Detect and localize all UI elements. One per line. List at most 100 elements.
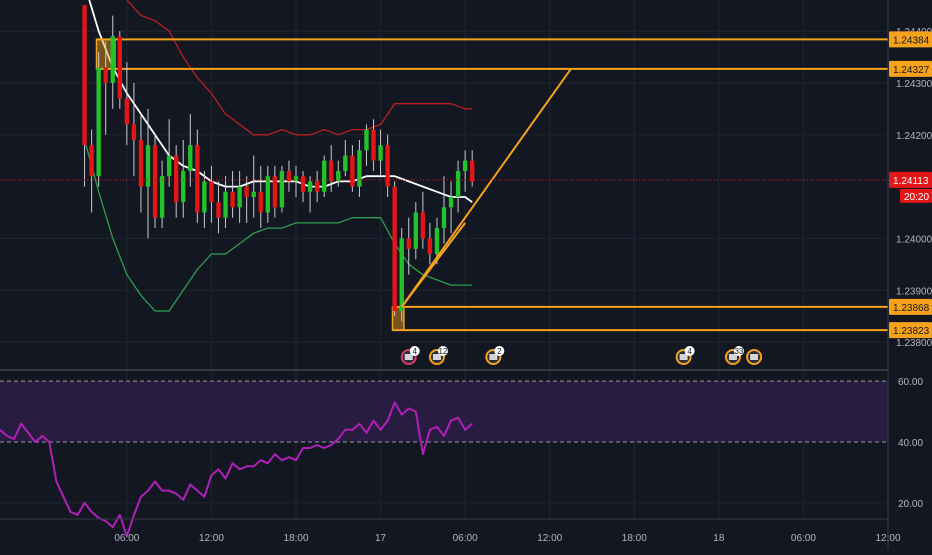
- candle[interactable]: [230, 171, 235, 218]
- candle[interactable]: [413, 202, 418, 260]
- candle-body[interactable]: [286, 171, 292, 182]
- candle[interactable]: [470, 150, 475, 187]
- candle[interactable]: [152, 134, 158, 229]
- candle-body[interactable]: [448, 196, 454, 208]
- candle[interactable]: [420, 191, 426, 249]
- event-marker[interactable]: 4: [400, 346, 420, 365]
- candle-body[interactable]: [364, 129, 369, 151]
- candle[interactable]: [195, 129, 200, 223]
- candle[interactable]: [329, 145, 334, 192]
- candle-body[interactable]: [174, 155, 179, 203]
- candle-body[interactable]: [371, 129, 376, 161]
- candle[interactable]: [286, 160, 292, 192]
- candle-body[interactable]: [251, 191, 256, 197]
- candle[interactable]: [244, 176, 249, 223]
- candle-body[interactable]: [357, 150, 362, 187]
- rsi-line[interactable]: [0, 401, 473, 538]
- candle-body[interactable]: [209, 181, 214, 203]
- candle-body[interactable]: [336, 171, 341, 182]
- price-label[interactable]: 1.24327: [889, 60, 932, 77]
- candle[interactable]: [350, 145, 355, 192]
- candle[interactable]: [110, 15, 115, 109]
- candle[interactable]: [399, 228, 404, 322]
- candle-body[interactable]: [131, 124, 137, 140]
- candle-body[interactable]: [434, 228, 440, 254]
- candle-body[interactable]: [103, 67, 108, 83]
- candle[interactable]: [174, 145, 179, 218]
- candle-body[interactable]: [455, 171, 461, 197]
- candle[interactable]: [300, 171, 306, 203]
- candle-body[interactable]: [188, 145, 193, 172]
- candle[interactable]: [448, 181, 454, 234]
- candle[interactable]: [82, 5, 87, 187]
- trendline[interactable]: [400, 68, 572, 308]
- candle[interactable]: [293, 165, 299, 197]
- candle-body[interactable]: [406, 238, 411, 249]
- candle-body[interactable]: [223, 191, 228, 218]
- candle[interactable]: [371, 119, 376, 172]
- candlestick-series[interactable]: [82, 5, 475, 322]
- candle[interactable]: [364, 124, 369, 166]
- candle[interactable]: [307, 176, 313, 213]
- candle[interactable]: [265, 165, 270, 223]
- candle-body[interactable]: [279, 171, 285, 208]
- candle[interactable]: [378, 129, 383, 177]
- candle-body[interactable]: [329, 160, 334, 182]
- candle[interactable]: [427, 222, 433, 265]
- event-marker[interactable]: 2: [485, 346, 505, 365]
- candle-body[interactable]: [350, 155, 355, 187]
- candle-body[interactable]: [159, 176, 165, 218]
- candle-body[interactable]: [166, 155, 172, 177]
- candle-body[interactable]: [413, 212, 418, 249]
- candle[interactable]: [406, 217, 411, 275]
- candle[interactable]: [336, 160, 341, 187]
- time-axis[interactable]: 06:00 12:00 18:00 17 06:00 12:00 18:00 18 06:00 1…: [114, 533, 901, 544]
- candle[interactable]: [124, 62, 130, 146]
- candle-body[interactable]: [195, 145, 200, 213]
- candle-body[interactable]: [385, 145, 390, 187]
- candle[interactable]: [251, 155, 256, 218]
- candle[interactable]: [314, 171, 320, 203]
- candle[interactable]: [343, 139, 348, 177]
- candle[interactable]: [103, 41, 108, 135]
- candle-body[interactable]: [96, 67, 101, 177]
- candle-body[interactable]: [314, 181, 320, 192]
- candle[interactable]: [145, 108, 151, 239]
- candle[interactable]: [258, 165, 263, 229]
- candle[interactable]: [131, 82, 137, 177]
- candle-body[interactable]: [272, 176, 278, 208]
- candle-body[interactable]: [470, 160, 475, 182]
- event-marker[interactable]: [746, 349, 763, 365]
- candle[interactable]: [166, 119, 172, 187]
- candle-body[interactable]: [307, 181, 313, 192]
- price-axis[interactable]: 1.244001.243001.242001.240001.239001.238…: [889, 0, 932, 550]
- candle-body[interactable]: [145, 145, 151, 187]
- candle[interactable]: [322, 155, 327, 197]
- candle[interactable]: [279, 165, 285, 213]
- candle-body[interactable]: [138, 139, 144, 187]
- candle-body[interactable]: [152, 145, 158, 218]
- candle-body[interactable]: [244, 186, 249, 197]
- candle[interactable]: [462, 150, 468, 192]
- candle[interactable]: [272, 165, 278, 218]
- candle-body[interactable]: [392, 186, 397, 311]
- trendline[interactable]: [400, 222, 466, 308]
- candle[interactable]: [117, 31, 122, 109]
- candle[interactable]: [455, 160, 461, 213]
- candle-body[interactable]: [343, 155, 348, 172]
- candle[interactable]: [202, 171, 207, 229]
- price-label[interactable]: 1.23868: [889, 298, 932, 315]
- candle[interactable]: [138, 114, 144, 213]
- event-marker[interactable]: 33: [724, 346, 744, 365]
- candle[interactable]: [96, 51, 101, 187]
- candle[interactable]: [392, 181, 397, 317]
- trendlines[interactable]: [400, 68, 572, 308]
- price-label[interactable]: 1.24113 20:20: [889, 171, 932, 203]
- economic-events[interactable]: 4 12 2 4 33: [400, 346, 763, 365]
- candle-body[interactable]: [216, 202, 221, 218]
- candle-body[interactable]: [230, 191, 235, 208]
- candle-body[interactable]: [462, 160, 468, 172]
- candle-body[interactable]: [300, 176, 306, 192]
- candle-body[interactable]: [124, 98, 130, 125]
